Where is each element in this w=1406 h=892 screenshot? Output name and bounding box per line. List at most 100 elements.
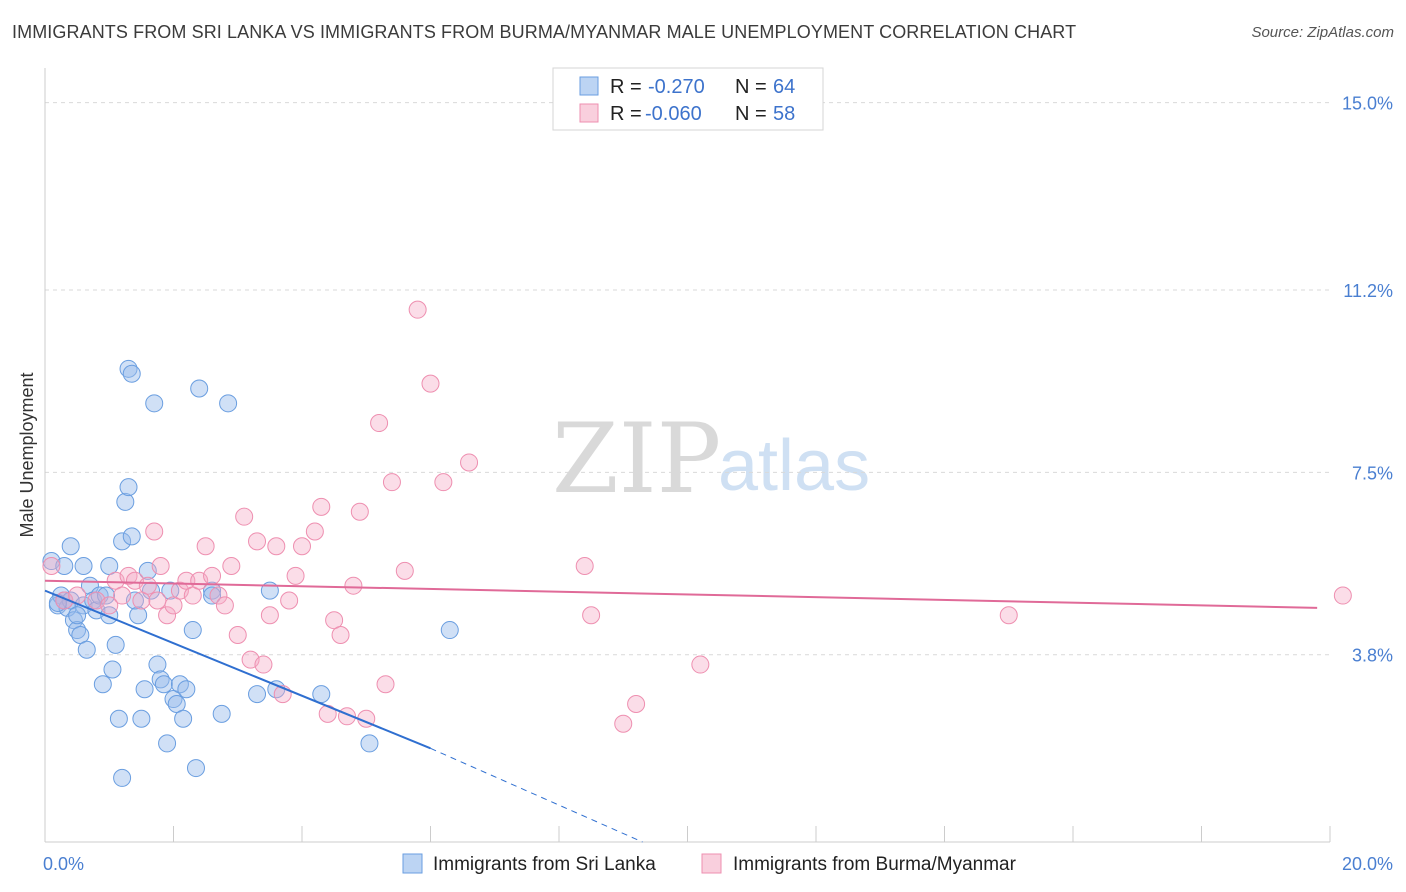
point-burma-12 xyxy=(148,591,167,610)
point-sri-lanka-46 xyxy=(248,685,267,704)
legend-n-value-blue: 64 xyxy=(773,76,795,98)
point-burma-24 xyxy=(222,556,241,575)
point-burma-45 xyxy=(370,414,389,433)
bottom-legend-label-pink: Immigrants from Burma/Myanmar xyxy=(733,854,1017,875)
point-burma-35 xyxy=(293,537,311,556)
axes xyxy=(44,68,1331,843)
source-label: Source: ZipAtlas.com xyxy=(1251,24,1394,41)
point-burma-50 xyxy=(421,374,440,393)
point-burma-58 xyxy=(999,606,1018,625)
point-sri-lanka-42 xyxy=(190,379,209,398)
point-sri-lanka-22 xyxy=(116,492,135,511)
point-burma-54 xyxy=(582,606,601,625)
point-sri-lanka-30 xyxy=(145,394,164,413)
point-sri-lanka-44 xyxy=(212,704,231,723)
point-sri-lanka-32 xyxy=(151,670,170,689)
watermark-atlas: atlas xyxy=(718,426,870,506)
point-sri-lanka-49 xyxy=(122,364,141,383)
point-sri-lanka-56 xyxy=(203,586,222,605)
point-burma-25 xyxy=(228,625,247,644)
point-sri-lanka-59 xyxy=(312,685,331,704)
x-tick-label-min: 0.0% xyxy=(43,854,84,874)
point-sri-lanka-21 xyxy=(113,532,132,551)
legend-n-value-pink: 58 xyxy=(773,103,795,125)
point-burma-23 xyxy=(215,596,234,615)
trend-line-burma xyxy=(44,579,1318,609)
trend-line-sri-lanka xyxy=(44,589,431,750)
series-burma-points xyxy=(42,300,1352,733)
watermark-zip: ZIP xyxy=(552,403,721,515)
point-burma-53 xyxy=(575,556,594,575)
bottom-legend-swatch-blue xyxy=(402,853,423,874)
point-burma-48 xyxy=(395,561,414,580)
chart-title: IMMIGRANTS FROM SRI LANKA VS IMMIGRANTS … xyxy=(12,22,1077,42)
point-burma-20 xyxy=(196,537,215,556)
series-sri-lanka-points xyxy=(42,359,459,787)
point-burma-34 xyxy=(286,566,305,585)
point-sri-lanka-34 xyxy=(158,734,177,753)
point-burma-40 xyxy=(331,625,350,644)
point-burma-26 xyxy=(235,507,254,526)
point-burma-46 xyxy=(376,675,395,694)
point-sri-lanka-26 xyxy=(132,709,151,728)
point-burma-36 xyxy=(305,522,324,541)
legend-r-label-blue: R = xyxy=(610,76,642,98)
point-burma-31 xyxy=(267,537,286,556)
point-burma-33 xyxy=(280,591,299,610)
legend: R = -0.270 N = 64 R = -0.060 N = 58 xyxy=(552,67,824,131)
point-sri-lanka-10 xyxy=(77,640,96,659)
point-burma-13 xyxy=(151,556,170,575)
point-burma-52 xyxy=(460,453,479,472)
point-burma-47 xyxy=(382,473,401,492)
y-tick-label-2: 11.2% xyxy=(1343,281,1393,301)
point-burma-59 xyxy=(1333,586,1352,605)
point-sri-lanka-24 xyxy=(122,527,141,546)
point-burma-30 xyxy=(260,606,279,625)
point-sri-lanka-53 xyxy=(61,537,80,556)
point-burma-28 xyxy=(248,532,267,551)
point-sri-lanka-31 xyxy=(148,655,167,674)
point-sri-lanka-51 xyxy=(55,556,74,575)
point-sri-lanka-16 xyxy=(97,586,116,605)
point-burma-56 xyxy=(627,694,646,713)
point-sri-lanka-45 xyxy=(219,394,238,413)
legend-n-label-blue: N = xyxy=(735,76,767,98)
point-burma-14 xyxy=(158,606,177,625)
point-sri-lanka-33 xyxy=(154,675,173,694)
legend-swatch-pink xyxy=(579,103,599,123)
point-sri-lanka-40 xyxy=(177,680,196,699)
point-sri-lanka-20 xyxy=(109,709,128,728)
legend-r-label-pink: R = xyxy=(610,103,642,125)
point-sri-lanka-48 xyxy=(119,359,138,378)
point-burma-29 xyxy=(254,655,273,674)
point-burma-49 xyxy=(408,300,427,319)
tick-labels: 3.8% 7.5% 11.2% 15.0% 0.0% 20.0% xyxy=(43,94,1393,874)
x-tick-label-max: 20.0% xyxy=(1342,854,1393,874)
trend-line-sri-lanka-extension xyxy=(430,747,643,843)
y-tick-label-1: 7.5% xyxy=(1352,463,1393,483)
point-sri-lanka-14 xyxy=(90,586,109,605)
point-sri-lanka-61 xyxy=(440,621,459,640)
point-sri-lanka-57 xyxy=(113,768,132,787)
point-burma-4 xyxy=(100,596,119,615)
legend-r-value-pink: -0.060 xyxy=(645,103,702,125)
y-tick-label-0: 3.8% xyxy=(1352,646,1393,666)
point-sri-lanka-60 xyxy=(360,734,379,753)
point-burma-43 xyxy=(350,502,369,521)
legend-n-label-pink: N = xyxy=(735,103,767,125)
point-sri-lanka-63 xyxy=(68,606,87,625)
point-sri-lanka-7 xyxy=(68,621,87,640)
point-sri-lanka-15 xyxy=(93,675,112,694)
point-burma-22 xyxy=(209,586,228,605)
point-burma-10 xyxy=(138,576,157,595)
point-sri-lanka-50 xyxy=(74,556,93,575)
y-axis-label: Male Unemployment xyxy=(17,372,37,537)
point-sri-lanka-27 xyxy=(135,680,154,699)
bottom-legend-label-blue: Immigrants from Sri Lanka xyxy=(433,854,656,875)
y-tick-label-3: 15.0% xyxy=(1342,94,1393,114)
point-burma-0 xyxy=(42,556,61,575)
point-sri-lanka-39 xyxy=(174,709,193,728)
bottom-legend: Immigrants from Sri Lanka Immigrants fro… xyxy=(402,853,1017,875)
point-sri-lanka-25 xyxy=(129,606,148,625)
